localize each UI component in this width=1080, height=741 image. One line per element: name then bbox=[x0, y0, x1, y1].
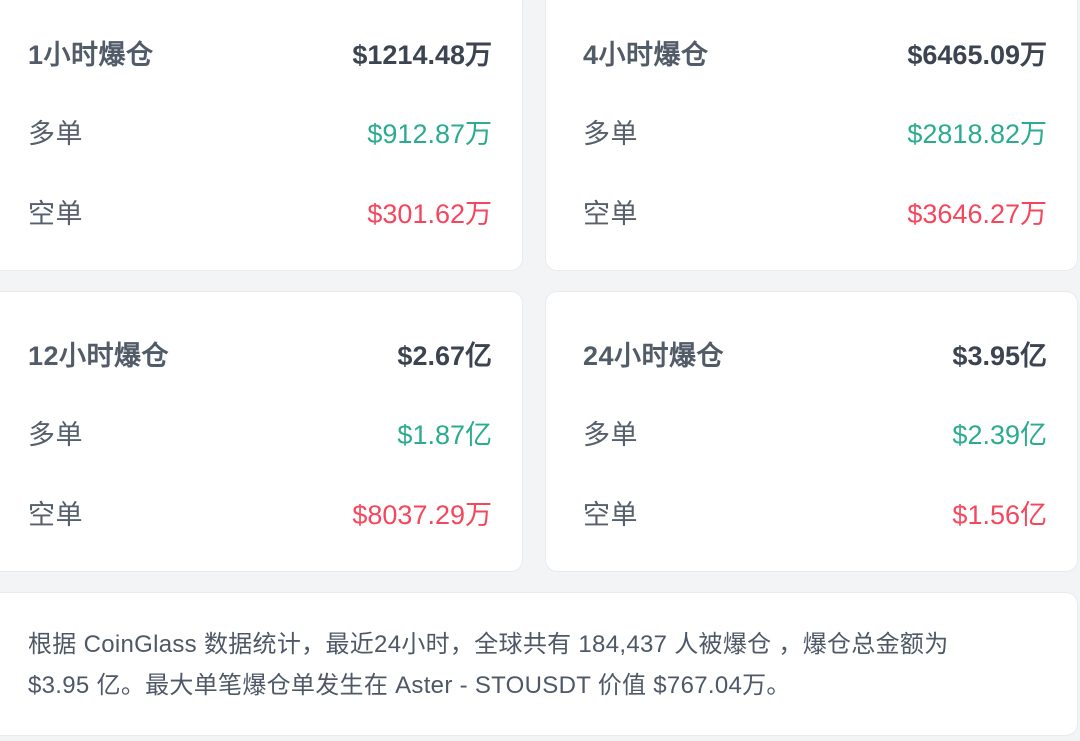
short-row: 空单 $3646.27万 bbox=[583, 196, 1047, 229]
long-row: 多单 $2.39亿 bbox=[583, 418, 1047, 450]
short-liquidation-value: $8037.29万 bbox=[352, 499, 492, 530]
liquidation-card-grid: 1小时爆仓 $1214.48万 多单 $912.87万 空单 $301.62万 … bbox=[0, 0, 1078, 572]
short-row: 空单 $1.56亿 bbox=[583, 497, 1047, 530]
liquidation-card-24h: 24小时爆仓 $3.95亿 多单 $2.39亿 空单 $1.56亿 bbox=[545, 291, 1078, 572]
card-title: 1小时爆仓 bbox=[28, 39, 154, 70]
short-row: 空单 $301.62万 bbox=[28, 196, 492, 229]
summary-text-line2: $3.95 亿。最大单笔爆仓单发生在 Aster - STOUSDT 价值 $7… bbox=[28, 672, 791, 699]
card-header-row: 12小时爆仓 $2.67亿 bbox=[28, 338, 492, 371]
long-liquidation-value: $2818.82万 bbox=[907, 119, 1047, 149]
long-liquidation-value: $1.87亿 bbox=[397, 420, 492, 450]
short-liquidation-value: $1.56亿 bbox=[952, 499, 1047, 530]
long-label: 多单 bbox=[583, 119, 638, 149]
total-liquidation-value: $3.95亿 bbox=[952, 340, 1047, 371]
long-label: 多单 bbox=[583, 420, 638, 450]
short-liquidation-value: $301.62万 bbox=[367, 198, 492, 229]
total-liquidation-value: $6465.09万 bbox=[907, 39, 1047, 70]
long-liquidation-value: $2.39亿 bbox=[952, 420, 1047, 450]
card-title: 4小时爆仓 bbox=[583, 39, 709, 70]
short-label: 空单 bbox=[28, 499, 83, 530]
summary-text-line1: 根据 CoinGlass 数据统计，最近24小时，全球共有 184,437 人被… bbox=[28, 631, 949, 658]
long-label: 多单 bbox=[28, 119, 83, 149]
total-liquidation-value: $2.67亿 bbox=[397, 340, 492, 371]
short-liquidation-value: $3646.27万 bbox=[907, 198, 1047, 229]
short-label: 空单 bbox=[583, 198, 638, 229]
long-liquidation-value: $912.87万 bbox=[367, 119, 492, 149]
short-label: 空单 bbox=[583, 499, 638, 530]
liquidation-card-4h: 4小时爆仓 $6465.09万 多单 $2818.82万 空单 $3646.27… bbox=[545, 0, 1078, 271]
card-header-row: 4小时爆仓 $6465.09万 bbox=[583, 37, 1047, 70]
long-row: 多单 $2818.82万 bbox=[583, 117, 1047, 149]
short-label: 空单 bbox=[28, 198, 83, 229]
long-label: 多单 bbox=[28, 420, 83, 450]
long-row: 多单 $1.87亿 bbox=[28, 418, 492, 450]
card-header-row: 1小时爆仓 $1214.48万 bbox=[28, 37, 492, 70]
total-liquidation-value: $1214.48万 bbox=[352, 39, 492, 70]
long-row: 多单 $912.87万 bbox=[28, 117, 492, 149]
card-header-row: 24小时爆仓 $3.95亿 bbox=[583, 338, 1047, 371]
card-title: 24小时爆仓 bbox=[583, 340, 725, 371]
liquidation-card-12h: 12小时爆仓 $2.67亿 多单 $1.87亿 空单 $8037.29万 bbox=[0, 291, 523, 572]
liquidation-card-1h: 1小时爆仓 $1214.48万 多单 $912.87万 空单 $301.62万 bbox=[0, 0, 523, 271]
summary-panel: 根据 CoinGlass 数据统计，最近24小时，全球共有 184,437 人被… bbox=[0, 592, 1078, 736]
short-row: 空单 $8037.29万 bbox=[28, 497, 492, 530]
card-title: 12小时爆仓 bbox=[28, 340, 170, 371]
